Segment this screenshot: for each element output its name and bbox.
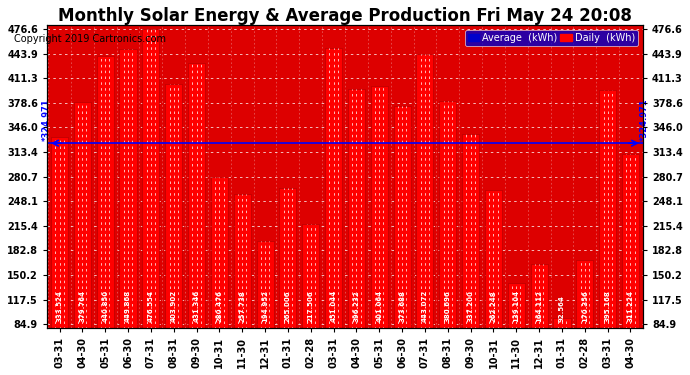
Bar	[622, 153, 639, 375]
Text: 403.902: 403.902	[170, 290, 177, 322]
Bar	[485, 190, 502, 375]
Bar	[348, 90, 365, 375]
Bar	[51, 137, 68, 375]
Bar	[325, 48, 342, 375]
Bar	[440, 101, 456, 375]
Bar	[599, 90, 616, 375]
Text: 380.696: 380.696	[445, 290, 451, 322]
Bar	[165, 84, 182, 375]
Bar	[576, 260, 593, 375]
Bar	[211, 177, 228, 375]
Bar	[257, 241, 274, 375]
Text: 395.168: 395.168	[604, 290, 611, 322]
Text: 476.554: 476.554	[148, 290, 154, 322]
Text: 333.524: 333.524	[57, 290, 63, 322]
Text: 449.868: 449.868	[125, 290, 131, 322]
Text: 451.044: 451.044	[331, 290, 337, 322]
Text: 440.850: 440.850	[102, 290, 108, 322]
Bar	[302, 224, 319, 375]
Text: 401.064: 401.064	[376, 290, 382, 322]
Text: 217.506: 217.506	[308, 290, 314, 322]
Text: 257.738: 257.738	[239, 290, 245, 322]
Bar	[508, 283, 525, 375]
Bar	[531, 264, 548, 375]
Text: *324.971: *324.971	[640, 98, 649, 141]
Text: 194.952: 194.952	[262, 290, 268, 322]
Text: *324.971: *324.971	[41, 98, 50, 141]
Text: 280.476: 280.476	[217, 290, 222, 322]
Bar	[393, 106, 411, 375]
Bar	[74, 102, 91, 375]
Text: 265.006: 265.006	[285, 290, 291, 322]
Text: Copyright 2019 Cartronics.com: Copyright 2019 Cartronics.com	[14, 34, 166, 44]
Text: 337.200: 337.200	[468, 290, 473, 322]
Bar	[142, 29, 159, 375]
Text: 92.564: 92.564	[559, 295, 565, 322]
Bar	[462, 134, 479, 375]
Bar	[234, 194, 250, 375]
Text: 396.232: 396.232	[353, 290, 359, 322]
Text: 164.112: 164.112	[536, 290, 542, 322]
Bar	[416, 54, 433, 375]
Text: 170.356: 170.356	[582, 290, 588, 322]
Text: 139.104: 139.104	[513, 290, 520, 322]
Text: 443.072: 443.072	[422, 290, 428, 322]
Bar	[97, 56, 114, 375]
Bar	[188, 63, 205, 375]
Text: 431.346: 431.346	[194, 290, 199, 322]
Bar	[371, 86, 388, 375]
Legend: Average  (kWh), Daily  (kWh): Average (kWh), Daily (kWh)	[465, 30, 638, 46]
Text: 373.688: 373.688	[399, 290, 405, 322]
Bar	[119, 49, 137, 375]
Bar	[279, 188, 297, 375]
Text: 311.224: 311.224	[627, 290, 633, 322]
Text: 262.248: 262.248	[491, 290, 496, 322]
Bar	[553, 318, 571, 375]
Text: 379.764: 379.764	[79, 290, 86, 322]
Title: Monthly Solar Energy & Average Production Fri May 24 20:08: Monthly Solar Energy & Average Productio…	[58, 7, 632, 25]
